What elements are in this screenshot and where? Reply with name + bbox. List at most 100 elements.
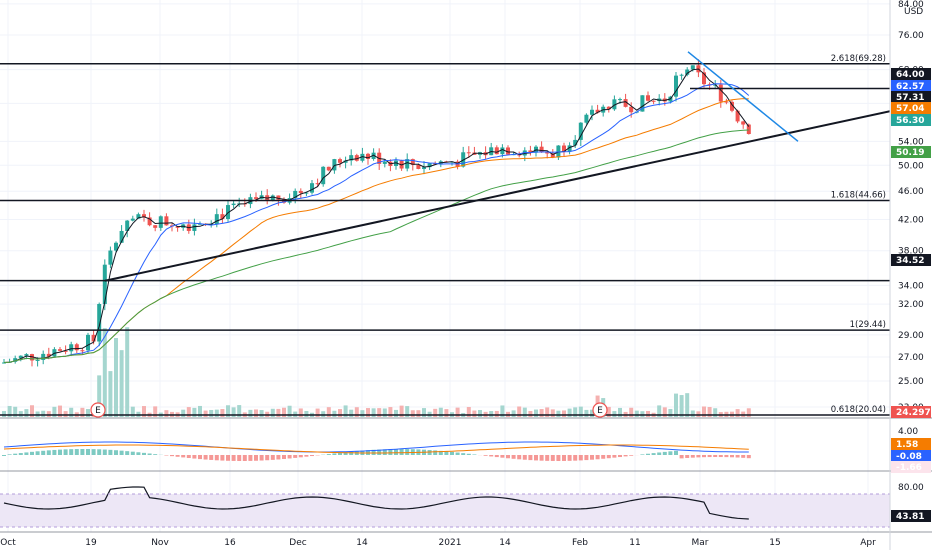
macd-histogram-bar	[662, 451, 667, 455]
candle-body	[539, 146, 544, 153]
macd-histogram-bar	[175, 455, 180, 457]
volume-bar	[220, 409, 225, 417]
macd-signal-line	[3, 444, 749, 454]
candle-body	[86, 334, 90, 351]
volume-bar	[612, 411, 617, 417]
volume-bar	[455, 407, 460, 417]
candle-body	[338, 159, 342, 163]
price-pane[interactable]	[0, 0, 890, 418]
volume-bar	[494, 410, 499, 417]
time-tick-label: Mar	[692, 538, 709, 548]
volume-bar	[746, 408, 751, 417]
candle-body	[114, 242, 118, 251]
candle-body	[74, 344, 79, 351]
macd-histogram-bar	[450, 451, 454, 455]
price-badge-label: 62.57	[896, 82, 924, 92]
rsi-badge	[891, 510, 931, 522]
volume-bar	[539, 409, 544, 417]
volume-bar	[343, 405, 348, 417]
volume-bar	[80, 407, 85, 417]
macd-histogram-bar	[259, 455, 264, 461]
volume-bar	[629, 407, 634, 417]
candle-body	[578, 122, 583, 140]
volume-bar	[326, 407, 331, 417]
macd-histogram-bar	[242, 455, 247, 461]
macd-histogram-bar	[522, 455, 527, 460]
earnings-marker[interactable]: E	[592, 402, 608, 418]
price-tick-label: 46.00	[898, 187, 924, 197]
macd-histogram-bar	[220, 455, 225, 461]
macd-histogram-bar	[198, 455, 202, 460]
volume-bar	[685, 393, 690, 417]
macd-histogram-bar	[343, 452, 348, 455]
macd-histogram-bar	[438, 450, 443, 455]
price-badge	[891, 91, 931, 103]
macd-histogram-bar	[46, 450, 51, 455]
volume-bar	[606, 406, 611, 417]
volume-bar	[248, 409, 253, 417]
macd-histogram-bar	[590, 455, 594, 460]
macd-histogram-bar	[35, 451, 40, 455]
volume-bar	[338, 409, 342, 417]
volume-bar	[472, 410, 477, 417]
price-tick-label: 32.00	[898, 300, 924, 310]
candle-body	[35, 359, 40, 361]
volume-bar	[567, 408, 572, 417]
price-tick-label: 38.00	[898, 247, 924, 257]
candle-body	[416, 164, 421, 169]
price-tick-label: 34.00	[898, 281, 924, 291]
candle-body	[606, 106, 611, 110]
macd-histogram-bar	[685, 455, 690, 458]
candle-body	[220, 214, 225, 220]
volume-bar	[550, 409, 555, 417]
macd-histogram-bar	[24, 452, 29, 455]
macd-histogram-bar	[298, 455, 303, 458]
drawings[interactable]	[0, 51, 891, 416]
volume-bar	[640, 411, 645, 417]
candle-body	[674, 75, 678, 97]
price-badge-label: 57.31	[896, 93, 924, 103]
candle-body	[343, 160, 348, 163]
candle-body	[724, 101, 729, 103]
volume-bar	[276, 408, 281, 417]
volume-bar	[58, 405, 62, 417]
price-tick-label: 84.00	[898, 0, 924, 10]
candle-body	[164, 216, 169, 226]
volume-bar	[259, 410, 264, 417]
candle-body	[276, 195, 281, 200]
macd-histogram-bar	[584, 455, 589, 461]
macd-histogram-bar	[629, 455, 634, 456]
candle-body	[354, 155, 359, 161]
candle-body	[349, 155, 354, 161]
rsi-tick-label: 80.00	[898, 483, 924, 493]
macd-histogram-bar	[91, 449, 96, 455]
volume-bar	[382, 408, 387, 417]
price-tick-label: 29.00	[898, 331, 924, 341]
price-axis[interactable]: 84.0076.0068.0061.0054.0050.0046.0042.00…	[898, 0, 924, 413]
volume-bar	[181, 409, 186, 417]
volume-bar	[388, 407, 393, 417]
volume-bar	[231, 407, 236, 417]
price-tick-label: 50.00	[898, 161, 924, 171]
earnings-marker[interactable]: E	[90, 402, 106, 418]
candle-body	[102, 264, 107, 305]
time-axis[interactable]: Oct 19 Nov 16 Dec 14 2021 14 Feb 11 Mar 15 Apr	[0, 538, 876, 548]
volume-bar	[52, 406, 57, 417]
candle-body	[741, 121, 746, 125]
time-tick-label: Nov	[151, 538, 169, 548]
volume-bar	[46, 411, 51, 417]
candle-body	[326, 166, 331, 171]
macd-histogram-bar	[741, 455, 746, 458]
macd-badge-label: -1.66	[896, 463, 922, 473]
volume-bar	[237, 405, 242, 417]
candle-body	[192, 224, 197, 231]
rsi-pane: 80.00	[0, 483, 924, 528]
macd-histogram-bar	[41, 450, 46, 455]
macd-histogram-bar	[214, 455, 219, 461]
volume-bar	[119, 350, 124, 417]
macd-histogram-bar	[472, 454, 477, 455]
candle-body	[735, 110, 740, 122]
candle-body	[584, 114, 589, 123]
macd-histogram-bar	[550, 455, 555, 461]
